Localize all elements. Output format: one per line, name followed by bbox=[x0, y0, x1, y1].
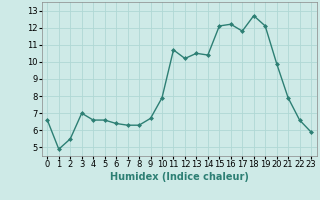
X-axis label: Humidex (Indice chaleur): Humidex (Indice chaleur) bbox=[110, 172, 249, 182]
